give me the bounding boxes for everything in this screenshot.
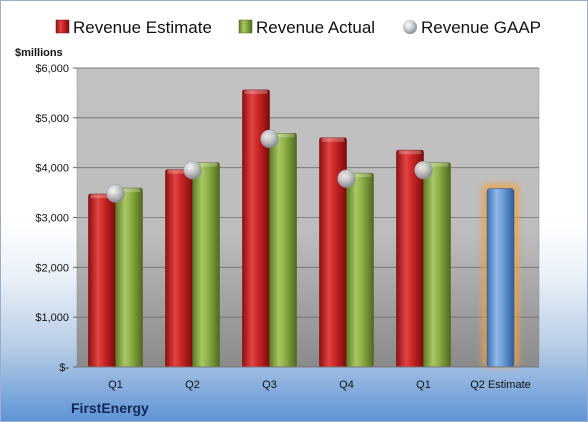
gaap-marker	[414, 160, 433, 180]
bar-revenue-estimate	[88, 193, 116, 368]
legend-label-actual: Revenue Actual	[256, 18, 375, 37]
company-label: FirstEnergy	[71, 400, 149, 416]
x-category-label: Q1	[416, 379, 431, 391]
bars	[88, 89, 519, 368]
bar-revenue-estimate	[396, 149, 424, 368]
bar-revenue-estimate-cap	[398, 150, 422, 155]
gaap-markers	[106, 129, 433, 203]
legend: Revenue Estimate Revenue Actual Revenue …	[55, 18, 541, 37]
gaap-marker	[337, 169, 356, 188]
x-category-label: Q1	[108, 379, 123, 391]
y-tick-label: $5,000	[35, 113, 69, 125]
x-category-label: Q2	[185, 379, 200, 391]
legend-swatch-actual	[238, 19, 253, 34]
legend-marker-gaap	[403, 20, 417, 34]
bar-revenue-estimate	[165, 169, 193, 368]
bar-revenue-actual	[346, 172, 374, 368]
bar-revenue-actual	[269, 132, 297, 368]
legend-label-estimate: Revenue Estimate	[73, 18, 212, 37]
x-category-label: Q4	[339, 379, 354, 391]
gaap-marker	[183, 160, 202, 180]
gaap-marker	[106, 184, 125, 203]
y-tick-label: $4,000	[35, 163, 69, 175]
y-tick-label: $-	[59, 362, 69, 374]
bar-q2-estimate	[486, 188, 515, 368]
y-tick-label: $2,000	[35, 262, 69, 274]
y-tick-label: $1,000	[35, 312, 69, 324]
x-category-label: Q2 Estimate	[470, 379, 531, 391]
bar-revenue-actual	[192, 162, 220, 368]
bar-revenue-estimate-cap	[244, 89, 268, 94]
bar-revenue-actual	[115, 187, 143, 368]
x-axis-labels: Q1 Q2 Q3 Q4 Q1 Q2 Estimate	[108, 379, 531, 391]
legend-label-gaap: Revenue GAAP	[421, 18, 541, 37]
unit-label: $millions	[15, 47, 63, 59]
gaap-marker	[260, 129, 279, 148]
y-tick-label: $3,000	[35, 213, 69, 225]
bar-revenue-estimate-cap	[321, 137, 345, 142]
legend-swatch-estimate	[55, 19, 70, 34]
bar-revenue-actual	[423, 162, 451, 368]
gridlines	[77, 67, 539, 318]
x-category-label: Q3	[262, 379, 277, 391]
y-axis-ticks: $- $1,000 $2,000 $3,000 $4,000 $5,000 $6,000	[35, 63, 77, 374]
y-tick-label: $6,000	[35, 63, 69, 75]
